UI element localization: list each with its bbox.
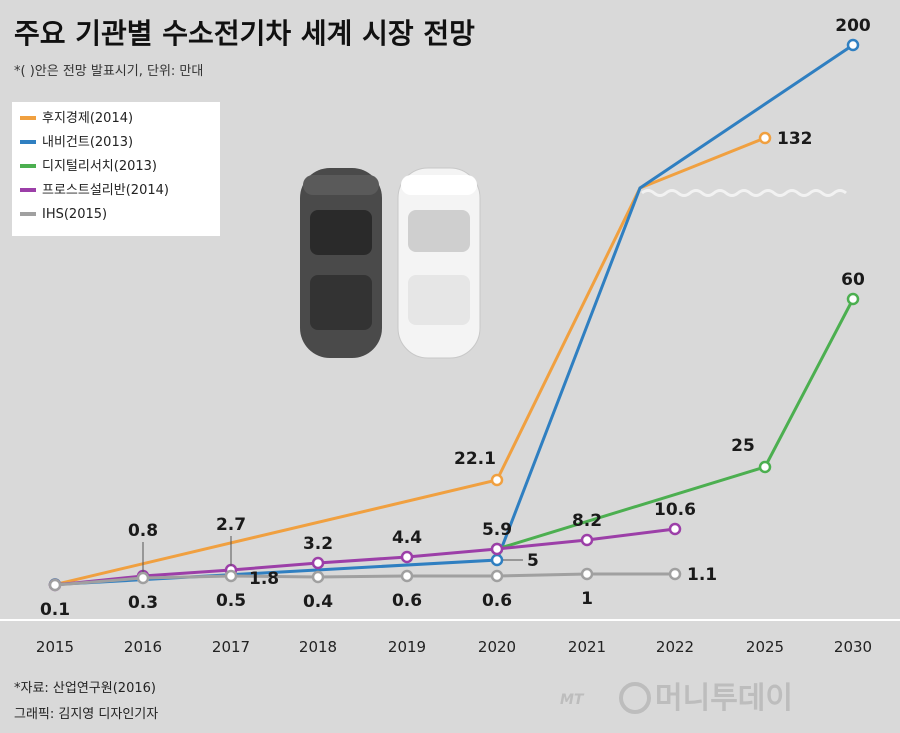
data-point (490, 542, 504, 556)
x-tick-label: 2017 (212, 638, 250, 656)
chart-title: 주요 기관별 수소전기차 세계 시장 전망 (14, 17, 475, 50)
x-tick-label: 2016 (124, 638, 162, 656)
data-label: 3.2 (303, 534, 333, 554)
data-label: 200 (835, 16, 871, 36)
data-point (490, 473, 504, 487)
legend-label: 디지털리서치(2013) (42, 159, 157, 174)
series-line (54, 527, 676, 587)
white-car-image (397, 167, 481, 359)
car-illustration (300, 167, 481, 359)
graphic-credit: 그래픽: 김지영 디자인기자 (14, 707, 158, 722)
data-label: 0.6 (482, 591, 512, 611)
data-label: 5 (527, 551, 539, 571)
data-label: 0.4 (303, 592, 333, 612)
legend: 후지경제(2014) 내비건트(2013) 디지털리서치(2013) 프로스트설리반(… (12, 102, 220, 236)
source-note: *자료: 산업연구원(2016) (14, 681, 156, 696)
data-point (224, 569, 238, 583)
data-label: 25 (731, 436, 755, 456)
data-point (400, 550, 414, 564)
data-label: 1.1 (687, 565, 717, 585)
data-point (311, 556, 325, 570)
data-point (758, 460, 772, 474)
data-point (400, 569, 414, 583)
data-label: 2.7 (216, 515, 246, 535)
data-point (490, 553, 504, 567)
x-tick-label: 2030 (834, 638, 872, 656)
data-label: 0.3 (128, 593, 158, 613)
series-line (54, 43, 854, 587)
series-5 (48, 567, 682, 592)
data-label: 1.8 (249, 569, 279, 589)
watermark: MT 머니투데이 (560, 681, 793, 716)
x-tick-label: 2020 (478, 638, 516, 656)
data-point (846, 38, 860, 52)
series-line (54, 136, 766, 586)
data-label: 0.6 (392, 591, 422, 611)
legend-label: 프로스트설리반(2014) (42, 183, 169, 198)
data-point (758, 131, 772, 145)
data-point (490, 569, 504, 583)
data-label: 0.5 (216, 591, 246, 611)
x-tick-label: 2018 (299, 638, 337, 656)
x-tick-label: 2025 (746, 638, 784, 656)
data-label: 1 (581, 589, 593, 609)
data-labels-layer: 0.1 0.3 0.5 0.4 0.6 0.6 1 1.1 0.8 2.7 1.8 3.2 4.4 5.9… (40, 16, 871, 620)
watermark-logo-icon (619, 682, 651, 714)
data-label: 132 (777, 129, 813, 149)
data-label: 0.8 (128, 521, 158, 541)
x-tick-label: 2022 (656, 638, 694, 656)
watermark-logo-text: MT (560, 692, 585, 708)
data-label: 5.9 (482, 520, 512, 540)
data-point (311, 570, 325, 584)
data-point (580, 567, 594, 581)
data-label: 22.1 (454, 449, 496, 469)
dark-car-image (300, 168, 382, 358)
x-tick-label: 2015 (36, 638, 74, 656)
legend-label: 후지경제(2014) (42, 111, 133, 126)
legend-box (12, 102, 220, 236)
data-point (668, 567, 682, 581)
data-label: 4.4 (392, 528, 422, 548)
data-label: 0.1 (40, 600, 70, 620)
data-point (668, 522, 682, 536)
data-label: 60 (841, 270, 865, 290)
legend-label: IHS(2015) (42, 207, 107, 222)
legend-label: 내비건트(2013) (42, 135, 133, 150)
axis-break-line (641, 189, 847, 197)
data-point (48, 578, 62, 592)
x-tick-label: 2021 (568, 638, 606, 656)
data-point (846, 292, 860, 306)
watermark-brand-text: 머니투데이 (655, 681, 793, 716)
chart-subtitle: *( )안은 전망 발표시기, 단위: 만대 (14, 64, 203, 79)
x-axis-ticks: 2015 2016 2017 2018 2019 2020 2021 2022 2025 2030 (36, 638, 872, 656)
series-line (54, 572, 675, 587)
series-layer (48, 38, 860, 592)
data-label: 8.2 (572, 511, 602, 531)
data-label: 10.6 (654, 500, 696, 520)
x-tick-label: 2019 (388, 638, 426, 656)
data-point (136, 571, 150, 585)
data-point (580, 533, 594, 547)
